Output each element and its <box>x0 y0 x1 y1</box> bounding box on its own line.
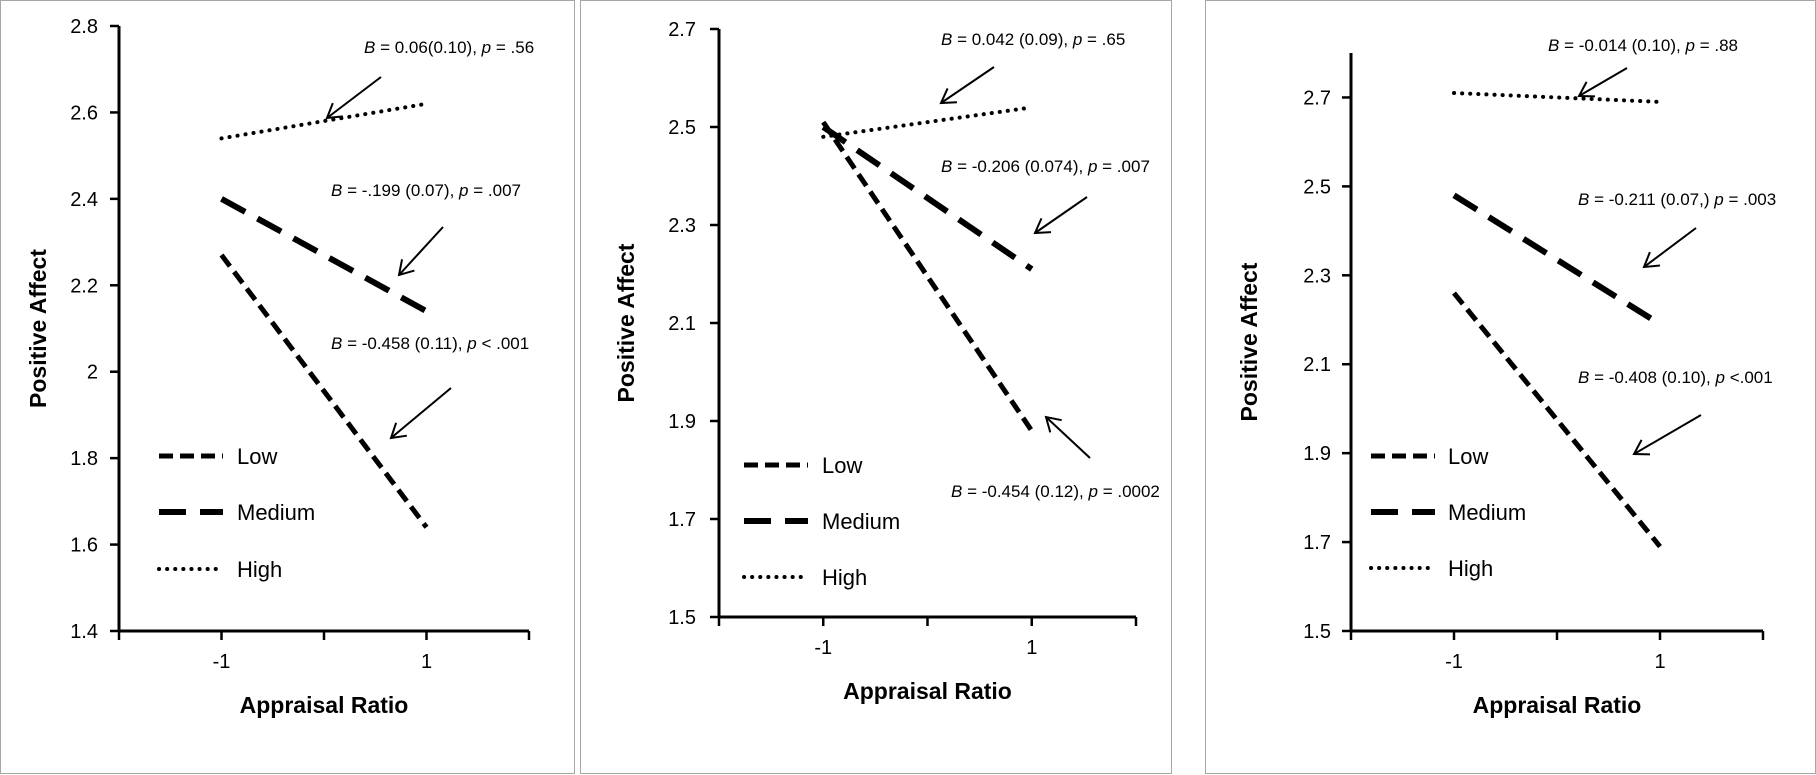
y-tick-label: 2.7 <box>1303 87 1331 109</box>
y-tick-label: 2.7 <box>668 19 696 41</box>
x-tick-label: -1 <box>814 637 832 659</box>
annotation-arrowhead <box>1632 439 1651 456</box>
legend-label-medium: Medium <box>237 500 315 525</box>
y-tick-label: 2.5 <box>668 117 696 139</box>
x-tick-label: 1 <box>1026 637 1037 659</box>
annotation-arrow <box>1034 196 1088 234</box>
chart-panel-2: 1.5 1.7 1.9 2.1 2.3 2.5 2.7 -1 1 Appraisal Ratio P… <box>580 0 1172 774</box>
chart-panel-3: 1.5 1.7 1.9 2.1 2.3 2.5 2.7 -1 1 Appraisal Ratio P… <box>1205 0 1816 774</box>
legend-label-medium: Medium <box>822 509 900 534</box>
legend-label-high: High <box>1448 556 1493 581</box>
y-tick-label: 1.4 <box>70 621 98 643</box>
y-tick-label: 1.8 <box>70 448 98 470</box>
y-tick-label: 2.3 <box>668 215 696 237</box>
annotation-arrowhead <box>1642 251 1661 269</box>
series-line-medium <box>1452 192 1662 327</box>
series-line-low <box>1452 291 1662 549</box>
annotation-text: B = -.199 (0.07), p = .007 <box>331 181 521 200</box>
legend-label-low: Low <box>237 444 277 469</box>
annotation-arrow <box>390 387 452 439</box>
series-line-high <box>1452 91 1662 104</box>
y-tick-label: 1.5 <box>668 607 696 629</box>
series-line-high <box>219 101 429 141</box>
annotation-arrow <box>1643 227 1697 268</box>
y-axis-title: Positive Affect <box>613 243 639 402</box>
annotation-text: B = 0.042 (0.09), p = .65 <box>941 30 1125 49</box>
y-tick-label: 1.7 <box>668 509 696 531</box>
x-axis-title: Appraisal Ratio <box>240 692 409 718</box>
x-tick-label: -1 <box>1445 651 1463 673</box>
annotation-arrow <box>326 76 382 119</box>
series-line-high <box>821 105 1034 139</box>
x-tick-label: 1 <box>1654 651 1665 673</box>
annotation-arrowhead <box>1577 81 1596 98</box>
chart-panel-1: 1.4 1.6 1.8 2 2.2 2.4 2.6 2.8 -1 1 Appraisal Ratio… <box>0 0 575 774</box>
y-tick-label: 2.4 <box>70 189 98 211</box>
annotation-arrowhead <box>389 422 407 440</box>
legend-label-low: Low <box>822 453 862 478</box>
legend-label-medium: Medium <box>1448 500 1526 525</box>
annotation-arrowhead <box>397 259 415 277</box>
annotation-text: B = -0.408 (0.10), p <.001 <box>1578 368 1773 387</box>
annotation-arrow <box>1045 416 1091 459</box>
annotation-arrow <box>1633 414 1702 455</box>
y-tick-label: 2.3 <box>1303 265 1331 287</box>
y-tick-label: 2.2 <box>70 275 98 297</box>
legend-label-high: High <box>237 557 282 582</box>
annotation-arrow <box>398 226 444 276</box>
y-axis-title: Positive Affect <box>1236 262 1262 421</box>
annotation-arrowhead <box>1033 217 1052 235</box>
annotation-text: B = -0.454 (0.12), p = .0002 <box>951 482 1160 501</box>
annotation-arrow <box>940 66 995 104</box>
legend-label-high: High <box>822 565 867 590</box>
y-tick-label: 1.7 <box>1303 532 1331 554</box>
annotation-text: B = -0.211 (0.07,) p = .003 <box>1578 190 1776 209</box>
x-tick-label: 1 <box>421 651 432 673</box>
y-tick-label: 1.9 <box>668 411 696 433</box>
annotation-text: B = 0.06(0.10), p = .56 <box>364 38 534 57</box>
legend-label-low: Low <box>1448 444 1488 469</box>
x-axis-title: Appraisal Ratio <box>843 678 1012 704</box>
y-tick-label: 2 <box>87 362 98 384</box>
annotation-text: B = -0.014 (0.10), p = .88 <box>1548 36 1738 55</box>
chart-svg-2: 1.5 1.7 1.9 2.1 2.3 2.5 2.7 -1 1 Appraisal Ratio P… <box>613 19 1160 704</box>
x-tick-label: -1 <box>213 651 231 673</box>
chart-svg-1: 1.4 1.6 1.8 2 2.2 2.4 2.6 2.8 -1 1 Appraisal Ratio… <box>25 16 534 718</box>
series-line-medium <box>821 124 1034 272</box>
annotation-text: B = -0.458 (0.11), p < .001 <box>331 334 529 353</box>
y-tick-label: 2.1 <box>668 313 696 335</box>
annotation-text: B = -0.206 (0.074), p = .007 <box>941 157 1150 176</box>
y-tick-label: 2.8 <box>70 16 98 38</box>
series-line-low <box>219 253 429 529</box>
y-tick-label: 1.6 <box>70 535 98 557</box>
chart-svg-3: 1.5 1.7 1.9 2.1 2.3 2.5 2.7 -1 1 Appraisal Ratio P… <box>1236 36 1776 718</box>
x-axis-title: Appraisal Ratio <box>1473 692 1642 718</box>
annotation-arrowhead <box>939 88 958 105</box>
annotation-arrowhead <box>1044 415 1062 433</box>
y-tick-label: 1.5 <box>1303 621 1331 643</box>
annotation-arrow <box>1578 67 1628 97</box>
y-tick-label: 1.9 <box>1303 443 1331 465</box>
y-tick-label: 2.1 <box>1303 354 1331 376</box>
annotation-arrowhead <box>325 102 344 120</box>
y-tick-label: 2.6 <box>70 102 98 124</box>
y-axis-title: Positive Affect <box>25 249 51 408</box>
y-tick-label: 2.5 <box>1303 176 1331 198</box>
